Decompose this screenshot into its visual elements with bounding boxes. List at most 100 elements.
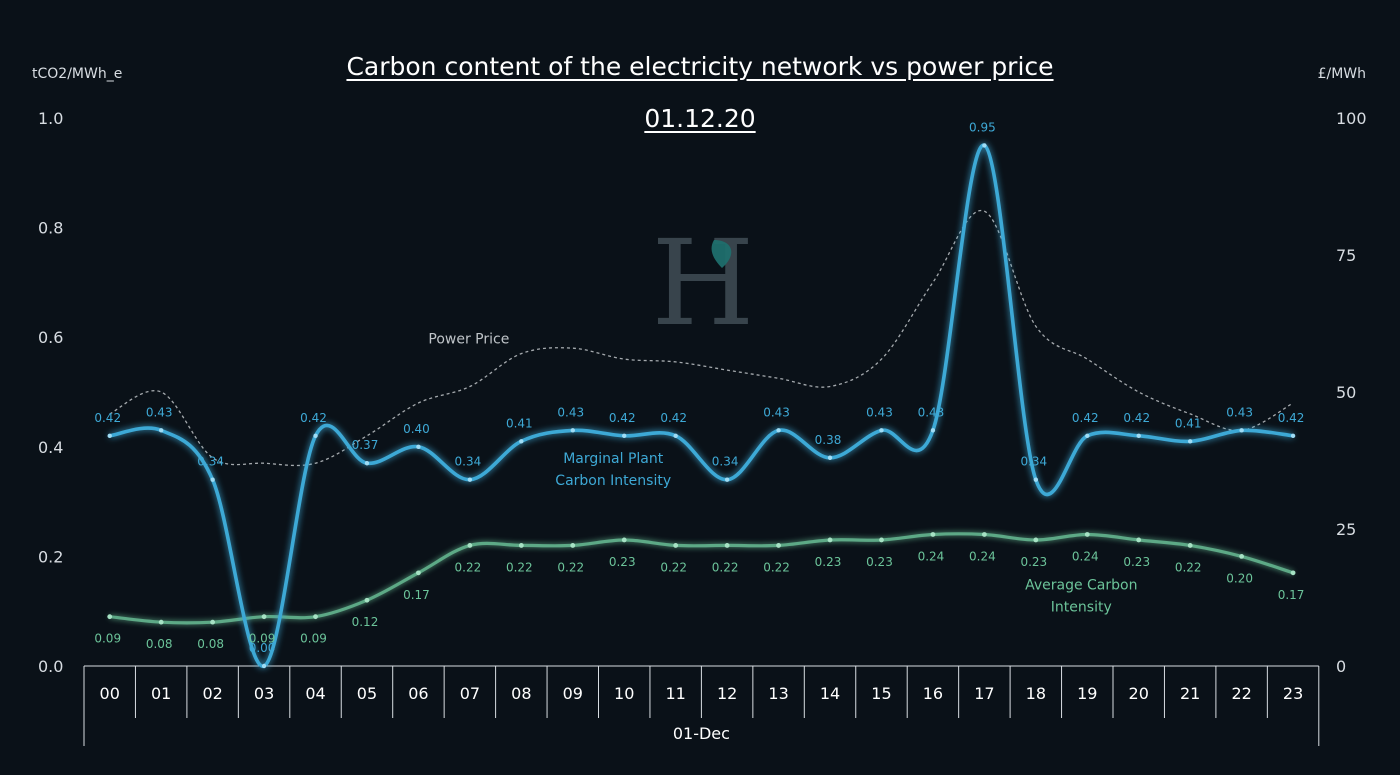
marginal-data-label: 0.42 (1123, 411, 1150, 425)
average-carbon-point (981, 532, 987, 537)
marginal-carbon-point (416, 444, 421, 449)
marginal-data-label: 0.43 (557, 405, 584, 419)
average-carbon-point (1136, 537, 1142, 543)
marginal-data-label: 0.42 (1278, 411, 1305, 425)
series-line-average-carbon (109, 532, 1294, 625)
marginal-carbon-point (827, 455, 833, 460)
x-tick-label: 03 (254, 684, 274, 703)
x-tick-label: 16 (923, 684, 943, 703)
marginal-carbon-point (1033, 477, 1039, 482)
average-carbon-point (364, 597, 370, 603)
left-tick-label: 0.4 (38, 438, 63, 457)
left-tick-label: 0.6 (38, 328, 63, 347)
x-tick-label: 12 (717, 684, 737, 703)
marginal-data-label: 0.43 (763, 405, 790, 419)
marginal-carbon-point (776, 428, 781, 433)
marginal-data-label: 0.42 (1072, 411, 1099, 425)
marginal-data-label: 0.41 (506, 416, 533, 430)
marginal-carbon-point (1136, 433, 1141, 439)
marginal-carbon-point (1239, 428, 1244, 433)
average-data-label: 0.22 (660, 560, 687, 574)
marginal-data-label: 0.34 (712, 455, 739, 469)
average-carbon-point (416, 570, 421, 576)
marginal-data-label: 0.43 (918, 405, 945, 419)
average-data-label: 0.08 (197, 637, 224, 651)
average-data-label: 0.09 (94, 632, 121, 646)
marginal-data-label: 0.43 (146, 405, 173, 419)
x-tick-label: 21 (1180, 684, 1200, 703)
average-data-label: 0.08 (146, 637, 173, 651)
x-tick-label: 13 (768, 684, 788, 703)
x-tick-label: 02 (202, 684, 222, 703)
marginal-carbon-point (622, 433, 627, 439)
marginal-data-label: 0.40 (403, 422, 430, 436)
marginal-data-label: 0.37 (352, 438, 379, 452)
average-carbon-point (570, 543, 576, 548)
left-tick-label: 0.8 (38, 219, 63, 238)
x-tick-label: 10 (614, 684, 634, 703)
x-tick-label: 19 (1077, 684, 1097, 703)
average-data-label: 0.22 (712, 560, 739, 574)
marginal-data-label: 0.42 (660, 411, 687, 425)
average-carbon-point (107, 614, 113, 620)
right-axis-unit: £/MWh (1317, 66, 1366, 82)
x-tick-label: 11 (665, 684, 685, 703)
marginal-carbon-point (982, 143, 987, 148)
chart-title: Carbon content of the electricity networ… (346, 52, 1054, 81)
marginal-carbon-point (467, 477, 473, 482)
average-data-label: 0.09 (249, 632, 276, 646)
average-carbon-point (1084, 532, 1090, 537)
average-data-label: 0.24 (969, 549, 996, 563)
average-carbon-point (518, 543, 524, 548)
average-carbon-point (1033, 537, 1039, 543)
right-tick-label: 0 (1336, 657, 1346, 676)
x-tick-label: 04 (305, 684, 325, 703)
average-carbon-point (1187, 543, 1193, 548)
average-data-label: 0.23 (1020, 555, 1047, 569)
x-tick-label: 15 (871, 684, 891, 703)
x-axis-label: 01-Dec (673, 724, 730, 743)
average-data-label: 0.23 (815, 555, 842, 569)
marginal-data-label: 0.41 (1175, 416, 1202, 430)
average-carbon-point (621, 537, 627, 543)
average-carbon-point (158, 619, 164, 625)
average-data-label: 0.24 (918, 549, 945, 563)
right-tick-label: 50 (1336, 383, 1356, 402)
marginal-carbon-point (158, 428, 164, 433)
average-series-label: Intensity (1051, 599, 1112, 615)
right-tick-label: 75 (1336, 246, 1356, 265)
average-data-label: 0.23 (1123, 555, 1150, 569)
right-tick-label: 25 (1336, 520, 1356, 539)
average-carbon-point (930, 532, 936, 537)
marginal-data-label: 0.34 (1020, 455, 1047, 469)
logo-watermark-letter: H (652, 222, 755, 332)
left-tick-label: 0.2 (38, 547, 63, 566)
marginal-data-label: 0.43 (866, 405, 893, 419)
marginal-data-label: 0.42 (94, 411, 121, 425)
average-data-label: 0.22 (763, 560, 790, 574)
average-carbon-point (776, 543, 781, 548)
marginal-carbon-point (1187, 439, 1193, 444)
average-carbon-point (724, 543, 730, 548)
marginal-carbon-point (570, 428, 575, 433)
x-tick-label: 18 (1026, 684, 1046, 703)
average-data-label: 0.22 (1175, 560, 1202, 574)
x-tick-label: 22 (1231, 684, 1251, 703)
average-data-label: 0.17 (1278, 588, 1305, 602)
chart-subtitle: 01.12.20 (644, 104, 756, 133)
power-price-series-label: Power Price (428, 332, 509, 348)
average-data-label: 0.23 (866, 555, 893, 569)
average-data-label: 0.23 (609, 555, 636, 569)
marginal-carbon-point (313, 433, 318, 439)
logo-watermark-icon: H (652, 222, 755, 332)
average-carbon-point (879, 537, 884, 543)
average-data-label: 0.22 (455, 560, 482, 574)
x-tick-label: 06 (408, 684, 428, 703)
average-data-label: 0.17 (403, 588, 430, 602)
x-tick-label: 01 (151, 684, 171, 703)
marginal-data-label: 0.95 (969, 120, 996, 134)
marginal-series-label: Marginal Plant (563, 451, 664, 467)
x-tick-label: 17 (974, 684, 994, 703)
x-tick-label: 00 (100, 684, 120, 703)
